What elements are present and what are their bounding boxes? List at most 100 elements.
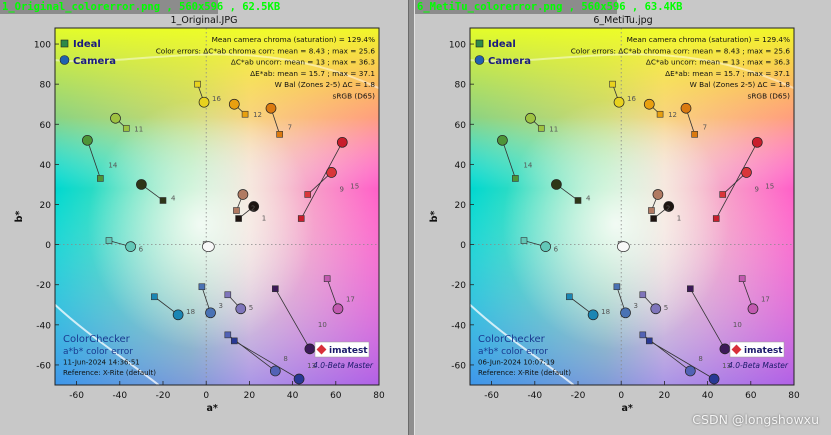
patch-label-11: 11 — [549, 125, 558, 133]
gamut-boundary-lower — [469, 304, 575, 386]
camera-marker-2 — [237, 189, 249, 200]
patch-label-15: 15 — [350, 182, 359, 190]
ideal-marker-2 — [233, 207, 240, 214]
y-tick-label: -60 — [451, 361, 466, 371]
plot-frame — [469, 27, 795, 386]
patch-label-10: 10 — [318, 321, 327, 329]
error-vector-14 — [502, 140, 516, 179]
legend-camera-marker — [59, 55, 70, 65]
x-tick-label: 20 — [244, 391, 256, 401]
camera-marker-2 — [652, 189, 664, 200]
x-tick-label: 40 — [287, 391, 299, 401]
color-error-chart-left: -60 -40 -20 0 20 40 60 80 -60 -40 -20 0 20 40 60 80 100 a… — [14, 27, 385, 414]
ideal-marker-3 — [613, 283, 621, 291]
y-tick-label: -20 — [451, 281, 466, 291]
x-tick-label: -20 — [571, 391, 586, 401]
patch-label-16: 16 — [627, 95, 636, 103]
camera-marker-W — [616, 241, 630, 253]
ideal-marker-15 — [712, 215, 720, 222]
ideal-marker-3 — [198, 283, 206, 291]
patch-label-7: 7 — [288, 123, 292, 131]
camera-marker-12 — [228, 98, 240, 110]
camera-marker-15 — [336, 136, 348, 148]
x-tick-label: 0 — [203, 391, 209, 401]
panel-divider[interactable] — [408, 0, 415, 435]
ideal-marker-5 — [224, 291, 232, 299]
camera-marker-6 — [540, 241, 551, 252]
info-line: sRGB (D65) — [333, 92, 376, 101]
y-tick-label: 0 — [45, 241, 51, 251]
chart-title-left: 1_Original.JPG — [170, 15, 238, 26]
ideal-marker-9 — [304, 191, 312, 198]
patch-label-13: 13 — [307, 362, 316, 370]
info-line: ΔC*ab uncorr: mean = 13 ; max = 36.3 — [231, 58, 375, 67]
info-line: ΔE*ab: mean = 15.7 ; max = 37.1 — [665, 69, 790, 78]
error-vector-15 — [715, 142, 758, 219]
ideal-marker-12 — [656, 110, 664, 118]
patch-label-1: 1 — [262, 215, 266, 223]
patch-label-4: 4 — [171, 194, 176, 202]
y-tick-label: 60 — [40, 121, 52, 131]
patch-label-14: 14 — [523, 161, 532, 169]
y-tick-label: 80 — [455, 81, 467, 91]
info-line: Color errors: ΔC*ab chroma corr: mean = … — [156, 46, 376, 55]
version-label: 4.0-Beta Master — [728, 361, 789, 370]
error-vector-9 — [722, 172, 747, 195]
patch-label-8: 8 — [698, 355, 702, 363]
ideal-marker-4 — [574, 197, 582, 204]
y-axis-label: b* — [14, 211, 25, 223]
y-tick-label: 40 — [40, 161, 52, 171]
legend-ideal-marker — [60, 39, 69, 48]
ideal-marker-9 — [719, 191, 727, 198]
camera-marker-10 — [304, 343, 316, 355]
camera-marker-6 — [125, 241, 136, 252]
info-line: ΔC*ab uncorr: mean = 13 ; max = 36.3 — [646, 58, 790, 67]
ideal-marker-15 — [297, 215, 305, 222]
patch-label-4: 4 — [586, 194, 591, 202]
error-vector-9 — [307, 172, 332, 195]
footer-line: a*b* color error — [63, 347, 133, 357]
y-tick-label: -20 — [36, 281, 51, 291]
ideal-marker-12 — [241, 110, 249, 118]
error-vector-13 — [234, 340, 300, 380]
camera-marker-11 — [110, 112, 121, 124]
patch-label-18: 18 — [186, 308, 195, 316]
error-vector-13 — [649, 340, 715, 380]
patch-label-5: 5 — [664, 304, 668, 312]
ideal-marker-1 — [235, 215, 242, 222]
patch-label-6: 6 — [139, 246, 144, 254]
x-tick-label: 0 — [618, 391, 624, 401]
camera-marker-4 — [551, 179, 562, 190]
x-tick-label: 40 — [702, 391, 714, 401]
error-vector-15 — [300, 142, 343, 219]
camera-marker-16 — [198, 96, 210, 108]
info-line: W Bal (Zones 2-5) ΔC = 1.8 — [690, 80, 791, 89]
patch-label-17: 17 — [346, 296, 355, 304]
x-tick-label: -20 — [156, 391, 171, 401]
y-tick-label: 100 — [449, 41, 466, 51]
x-tick-label: 60 — [745, 391, 757, 401]
x-tick-label: 20 — [659, 391, 671, 401]
camera-marker-7 — [680, 102, 692, 114]
patch-label-13: 13 — [722, 362, 731, 370]
ideal-marker-8 — [224, 331, 232, 339]
info-line: Mean camera chroma (saturation) = 129.4% — [212, 35, 375, 44]
ideal-marker-6 — [520, 237, 528, 244]
camera-marker-17 — [747, 303, 759, 315]
legend-camera-label: Camera — [73, 56, 116, 67]
ideal-marker-16 — [194, 80, 201, 88]
camera-marker-1 — [248, 201, 260, 212]
x-axis-label: a* — [622, 403, 633, 414]
ideal-marker-14 — [512, 175, 519, 182]
camera-marker-3 — [205, 307, 216, 319]
y-tick-label: 40 — [455, 161, 467, 171]
color-error-chart-right: -60 -40 -20 0 20 40 60 80 -60 -40 -20 0 20 40 60 80 100 a… — [429, 27, 800, 414]
patch-label-9: 9 — [754, 185, 758, 193]
plot-frame — [54, 27, 380, 386]
patch-label-16: 16 — [212, 95, 221, 103]
gamut-boundary-upper — [469, 53, 795, 90]
footer-line: 06-Jun-2024 10:07:19 — [478, 359, 555, 367]
x-tick-label: -40 — [112, 391, 127, 401]
camera-marker-8 — [684, 365, 696, 377]
camera-marker-1 — [663, 201, 675, 212]
